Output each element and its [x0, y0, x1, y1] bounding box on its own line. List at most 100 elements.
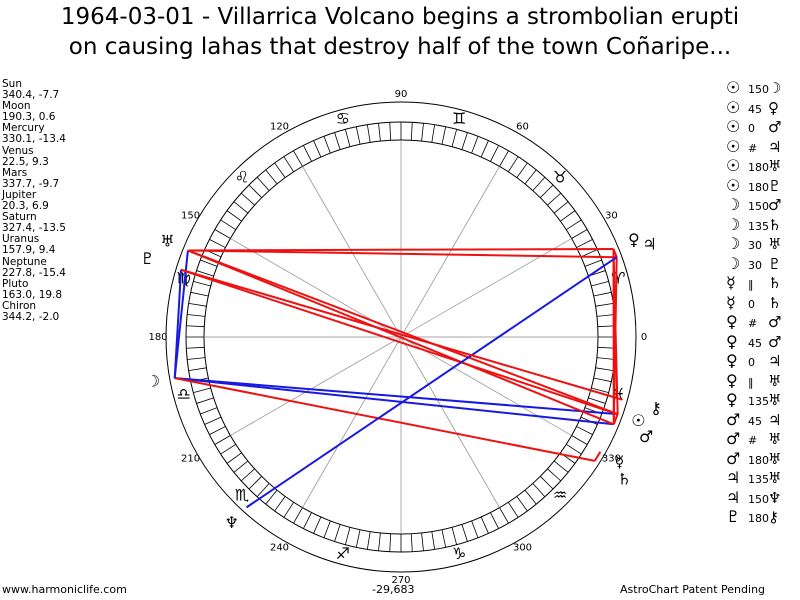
degree-tick — [540, 184, 554, 198]
degree-tick — [209, 239, 226, 248]
spoke — [400, 238, 572, 338]
degree-tick — [303, 512, 312, 529]
degree-tick — [571, 229, 588, 239]
degree-tick — [265, 169, 278, 185]
planet-glyph: ♇ — [768, 176, 782, 195]
aspect-angle: 45 — [748, 414, 762, 428]
planet-name: Jupiter — [2, 188, 37, 201]
degree-tick — [265, 489, 278, 505]
planet-name: Mercury — [2, 122, 45, 135]
degree-tick — [366, 531, 371, 550]
aspect-angle: 0 — [748, 356, 755, 369]
degree-label: 270 — [391, 575, 410, 586]
aspect-line — [174, 377, 618, 416]
planet-glyph: ♅ — [768, 430, 782, 448]
planet-name: Sun — [2, 78, 22, 90]
degree-tick — [431, 124, 436, 143]
planet-glyph: ☽ — [146, 372, 160, 391]
degree-label: 60 — [516, 122, 529, 133]
zodiac-sign: ♒ — [553, 486, 567, 505]
planet-glyph: ☉ — [631, 411, 645, 430]
planet-glyph: ♀ — [726, 351, 738, 370]
planet-glyph: ♂ — [726, 448, 741, 468]
aspect-row: ♀ 0 ♃ — [726, 351, 781, 371]
degree-tick — [461, 524, 468, 542]
degree-tick — [378, 123, 381, 142]
planet-glyph: ♂ — [726, 409, 741, 429]
site-link[interactable]: www.harmoniclife.com — [2, 583, 127, 596]
planet-glyph: ♄ — [768, 293, 782, 312]
planet-glyph: ♂ — [768, 313, 782, 331]
degree-tick — [490, 512, 499, 529]
degree-tick — [226, 210, 242, 222]
degree-tick — [576, 239, 593, 248]
spoke — [230, 336, 402, 436]
planet-coords: 337.7, -9.7 — [2, 177, 60, 190]
degree-tick — [516, 162, 528, 178]
aspect-angle: # — [748, 141, 758, 155]
aspect-row: ☉ 180♇ — [726, 176, 781, 196]
zodiac-sign: ♊ — [452, 109, 466, 128]
degree-tick — [186, 346, 205, 349]
degree-tick — [499, 150, 509, 167]
degree-tick — [591, 387, 609, 394]
degree-tick — [580, 249, 598, 258]
aspect-row: ♇ 180⚷ — [726, 507, 781, 527]
degree-tick — [283, 156, 295, 172]
aspect-row: ☉ # ♃ — [726, 137, 781, 157]
degree-tick — [547, 192, 562, 206]
degree-tick — [593, 377, 612, 383]
degree-tick — [193, 387, 211, 394]
planet-glyph: ♂ — [639, 427, 653, 446]
aspect-angle: 180 — [748, 180, 769, 194]
degree-tick — [499, 507, 509, 524]
aspect-line — [180, 268, 618, 416]
degree-label: 240 — [270, 542, 289, 553]
planet-coords: 22.5, 9.3 — [2, 155, 49, 168]
zodiac-sign: ♐ — [336, 544, 350, 563]
degree-tick — [344, 527, 351, 545]
aspect-angle: ‖ — [748, 375, 754, 389]
degree-tick — [190, 291, 209, 297]
planet-glyph: ♀ — [726, 331, 738, 351]
degree-label: 300 — [513, 542, 532, 553]
aspect-angle: 180 — [748, 453, 769, 467]
degree-tick — [248, 476, 262, 490]
aspect-row: ♃ 135♅ — [726, 468, 781, 488]
degree-tick — [293, 150, 303, 167]
degree-tick — [461, 132, 468, 150]
aspect-row: ☽ 30 ♇ — [726, 254, 781, 274]
aspect-line — [180, 268, 623, 401]
planet-glyph: ♂ — [726, 429, 741, 448]
planet-coords: 344.2, -2.0 — [2, 310, 60, 323]
planet-name: Uranus — [2, 233, 40, 246]
aspect-angle: 45 — [748, 102, 762, 116]
degree-tick — [303, 145, 312, 162]
aspect-row: ♀ 135♅ — [726, 390, 781, 410]
planet-glyph: ♆ — [768, 488, 782, 507]
degree-tick — [471, 520, 479, 538]
planet-glyph: ♄ — [768, 215, 782, 234]
aspect-line — [245, 256, 618, 509]
degree-tick — [256, 176, 270, 191]
aspect-angle: 30 — [748, 239, 762, 252]
footer-note: AstroChart Patent Pending — [620, 583, 766, 596]
degree-tick — [441, 529, 447, 548]
zodiac-sign: ♏ — [235, 486, 249, 505]
degree-label: 210 — [181, 454, 200, 465]
degree-tick — [274, 162, 286, 178]
title-line: on causing lahas that destroy half of th… — [68, 34, 732, 60]
degree-tick — [596, 314, 615, 317]
planet-name: Saturn — [2, 211, 37, 224]
degree-tick — [256, 483, 270, 498]
degree-tick — [451, 129, 458, 147]
zodiac-sign: ♌ — [235, 167, 249, 186]
degree-tick — [220, 219, 236, 231]
degree-tick — [204, 416, 222, 425]
aspect-angle: 45 — [748, 336, 762, 350]
planet-glyph: ♅ — [768, 469, 782, 487]
aspect-line — [612, 248, 618, 258]
planet-glyph: ☉ — [726, 78, 741, 97]
